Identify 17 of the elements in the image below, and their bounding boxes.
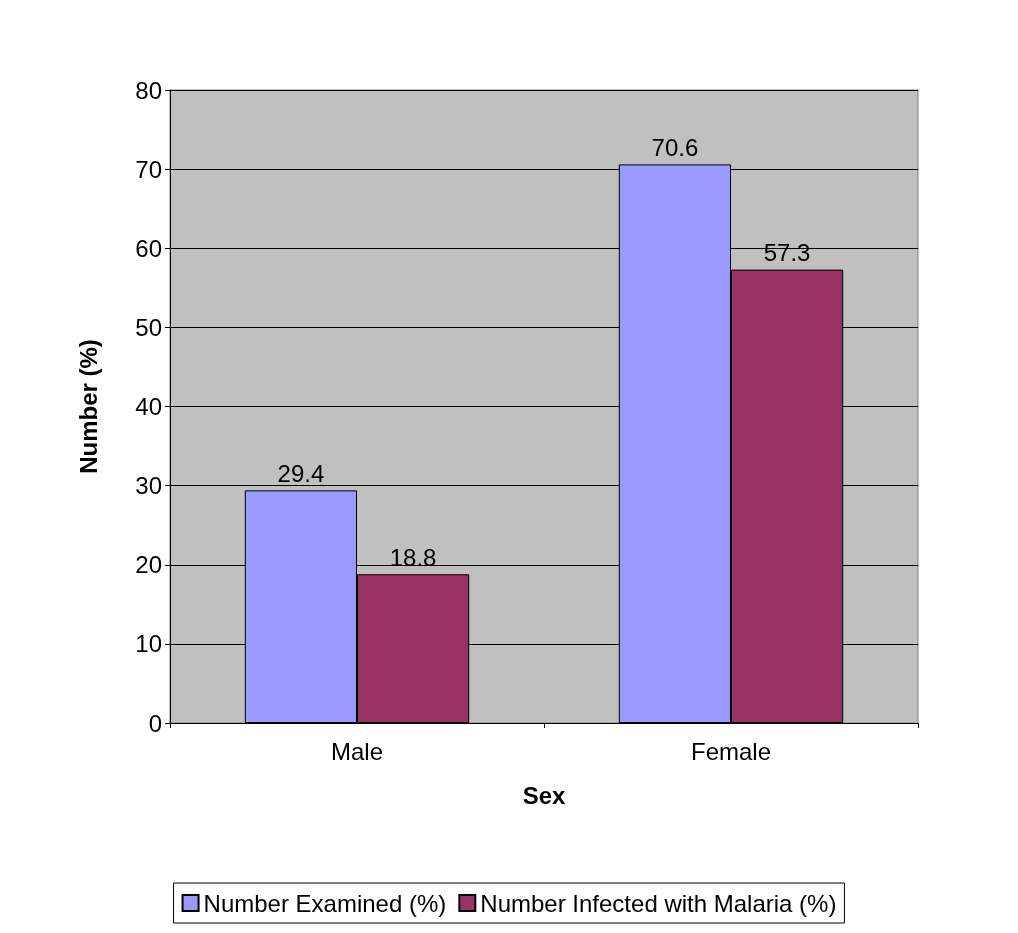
y-tick-label: 40	[135, 393, 162, 420]
y-axis-title: Number (%)	[74, 339, 102, 474]
y-tick-label: 70	[135, 155, 162, 183]
x-tick-label: Male	[330, 737, 384, 765]
data-label: 70.6	[651, 133, 699, 161]
x-axis-title: Sex	[522, 781, 566, 809]
legend-label: Number Examined (%)	[203, 889, 447, 917]
y-tick-label: 30	[135, 472, 162, 500]
x-tick-label: Female	[690, 737, 772, 765]
y-tick-label: 20	[135, 551, 162, 579]
y-tick-label: 0	[148, 709, 162, 737]
legend-label: Number Infected with Malaria (%)	[480, 889, 837, 917]
y-tick-label: 50	[135, 313, 162, 341]
y-tick-label: 80	[135, 76, 162, 104]
y-tick-label: 10	[135, 630, 162, 658]
y-tick-label: 60	[135, 234, 162, 262]
data-label: 29.4	[277, 459, 325, 487]
